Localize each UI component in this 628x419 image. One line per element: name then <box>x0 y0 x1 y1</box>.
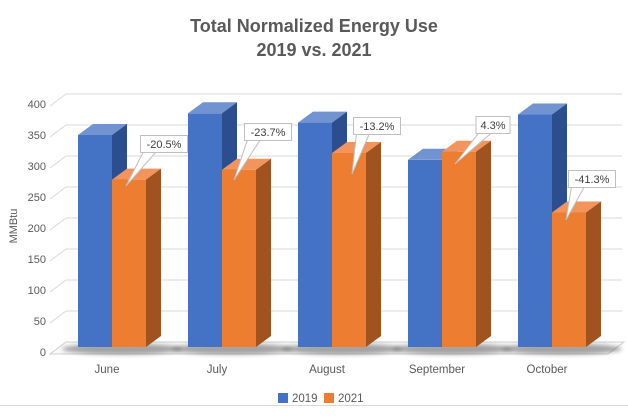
y-tick-label: 50 <box>34 316 46 328</box>
y-tick-label: 150 <box>28 254 46 266</box>
y-tick-label: 400 <box>28 99 46 111</box>
bar-top-face <box>298 111 347 123</box>
gridline-depth-tick <box>49 248 67 262</box>
gridline-depth-tick <box>49 217 67 231</box>
callout-text: -41.3% <box>575 174 610 186</box>
bar-side-face <box>366 141 381 347</box>
bar-2021-june[interactable] <box>112 168 161 347</box>
callout-text: 4.3% <box>480 120 505 132</box>
data-label-callout-august[interactable]: -13.2% <box>351 117 401 175</box>
bar-side-face <box>476 140 491 347</box>
chart-title-line2: 2019 vs. 2021 <box>256 40 371 60</box>
callout-box <box>353 117 401 135</box>
legend-label-2019[interactable]: 2019 <box>292 393 318 405</box>
bar-front-face <box>222 169 256 347</box>
legend: 2019 2021 <box>278 393 364 405</box>
bar-2021-october[interactable] <box>552 201 601 348</box>
gridline-depth-tick <box>49 186 67 200</box>
data-label-callout-july[interactable]: -23.7% <box>233 123 292 181</box>
bar-top-face <box>78 124 127 135</box>
bar-top-face <box>188 102 237 114</box>
callout-box <box>140 135 188 153</box>
plot-area: 0 50 100 150 200 250 300 350 400 MMBtu June July Aug… <box>8 93 626 376</box>
y-tick-label: 0 <box>40 347 46 359</box>
bar-front-face <box>112 179 146 347</box>
bar-front-face <box>332 152 366 347</box>
legend-swatch-2021[interactable] <box>324 393 334 403</box>
y-tick-label: 100 <box>28 285 46 297</box>
callout-box <box>244 123 292 141</box>
bar-2021-september[interactable] <box>442 140 491 347</box>
x-category-label: September <box>409 364 465 376</box>
callout-box <box>568 170 616 188</box>
bar-top-face <box>222 158 271 170</box>
y-tick-label: 350 <box>28 130 46 142</box>
x-category-label: October <box>527 364 568 376</box>
gridline-depth-tick <box>49 279 67 293</box>
x-category-label: July <box>207 364 228 376</box>
bar-2021-july[interactable] <box>222 158 271 347</box>
y-tick-label: 300 <box>28 161 46 173</box>
x-category-label: June <box>95 364 120 376</box>
bar-front-face <box>78 135 112 347</box>
gridline-depth-tick <box>49 310 67 324</box>
bar-side-face <box>256 158 271 347</box>
bar-front-face <box>552 212 586 347</box>
bar-front-face <box>442 151 476 347</box>
bar-top-face <box>518 103 567 115</box>
bar-side-face <box>586 201 601 347</box>
callout-text: -20.5% <box>147 139 182 151</box>
legend-swatch-2019[interactable] <box>278 393 288 403</box>
y-tick-label: 200 <box>28 223 46 235</box>
gridline-depth-tick <box>49 155 67 169</box>
bar-2021-august[interactable] <box>332 141 381 347</box>
legend-label-2021[interactable]: 2021 <box>338 393 364 405</box>
bar-front-face <box>408 159 442 347</box>
gridline-depth-tick <box>49 93 67 107</box>
gridline-depth-tick <box>49 124 67 138</box>
data-label-callout-october[interactable]: -41.3% <box>565 170 616 221</box>
data-label-callout-june[interactable]: -20.5% <box>125 135 188 187</box>
bar-front-face <box>518 114 552 347</box>
callout-text: -23.7% <box>251 127 286 139</box>
bar-side-face <box>146 168 161 347</box>
chart-title-line1: Total Normalized Energy Use <box>190 16 438 36</box>
bar-top-face <box>552 201 601 213</box>
bar-front-face <box>188 113 222 347</box>
callout-box <box>475 116 511 134</box>
x-category-label: August <box>309 364 346 376</box>
callout-text: -13.2% <box>360 121 395 133</box>
y-axis-title: MMBtu <box>8 209 20 244</box>
y-tick-label: 250 <box>28 192 46 204</box>
data-label-callout-september[interactable]: 4.3% <box>454 116 511 165</box>
bar-front-face <box>298 122 332 347</box>
